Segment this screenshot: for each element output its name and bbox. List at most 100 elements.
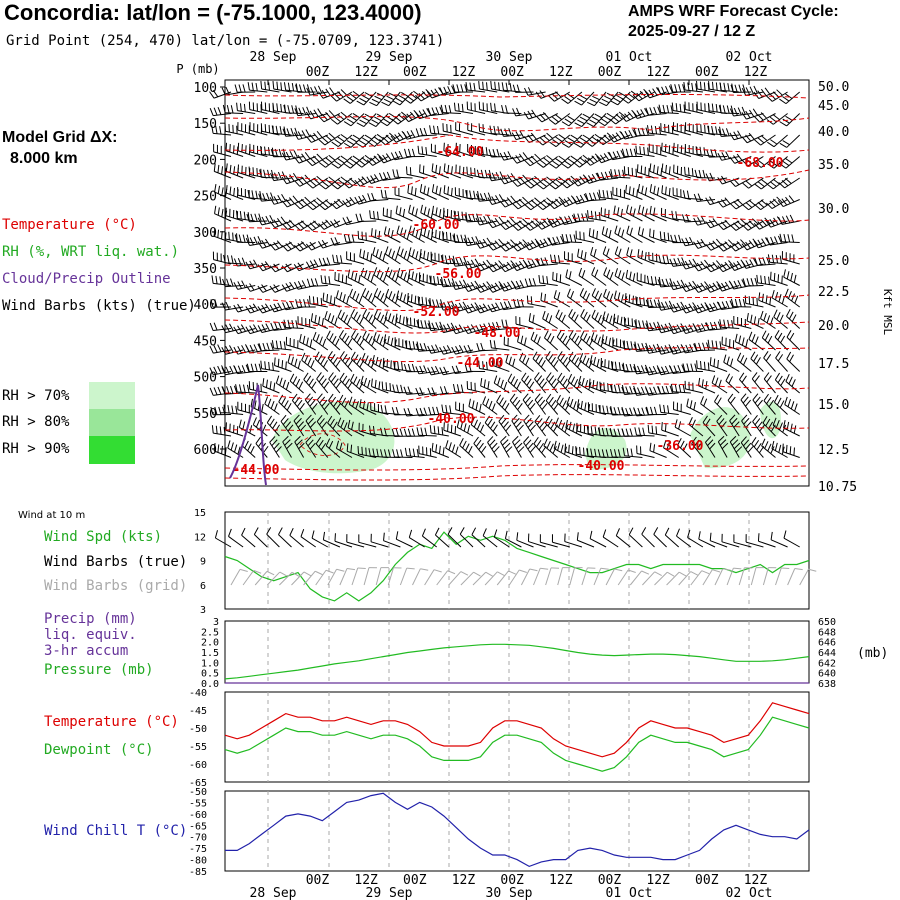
upper-wind-barb bbox=[568, 330, 583, 351]
upper-wind-barb bbox=[257, 284, 280, 293]
upper-wind-barb bbox=[445, 440, 462, 458]
upper-wind-barb bbox=[275, 375, 292, 394]
sfc-wind-barb-true bbox=[709, 532, 728, 548]
upper-wind-barb bbox=[320, 275, 340, 286]
upper-wind-barb bbox=[729, 198, 752, 210]
wind-chill-tick-label: -75 bbox=[189, 844, 207, 855]
sfc-wind-barb-true bbox=[459, 527, 474, 548]
wind-speed-tick-label: 3 bbox=[200, 605, 206, 616]
upper-wind-barb bbox=[419, 164, 437, 179]
sfc-wind-barb-grid bbox=[496, 570, 516, 586]
upper-wind-barb bbox=[330, 89, 353, 102]
upper-wind-barb bbox=[773, 309, 788, 329]
upper-wind-barb bbox=[779, 134, 801, 148]
upper-wind-barb bbox=[565, 269, 583, 286]
upper-wind-barb bbox=[360, 375, 377, 394]
upper-wind-barb bbox=[235, 210, 256, 222]
upper-wind-barb bbox=[637, 226, 655, 243]
pressure-tick-label: 300 bbox=[194, 226, 217, 241]
upper-wind-barb bbox=[278, 394, 292, 415]
upper-wind-barb bbox=[223, 404, 244, 415]
pressure-right-tick-label: 648 bbox=[818, 627, 836, 638]
upper-wind-barb bbox=[741, 414, 752, 437]
upper-wind-barb bbox=[482, 396, 498, 415]
upper-wind-barb bbox=[696, 80, 716, 93]
upper-wind-barb bbox=[330, 237, 353, 246]
upper-wind-barb bbox=[524, 87, 546, 96]
precip-pressure-panel-frame bbox=[224, 620, 810, 684]
upper-wind-barb bbox=[211, 425, 232, 437]
temperature-contour bbox=[224, 116, 810, 132]
sfc-wind-barb-true bbox=[539, 534, 558, 548]
upper-wind-barb bbox=[553, 440, 571, 458]
upper-wind-barb bbox=[645, 106, 667, 116]
upper-wind-barb bbox=[429, 425, 449, 437]
upper-wind-barb bbox=[779, 91, 801, 105]
upper-wind-barb bbox=[621, 428, 643, 437]
upper-wind-barb bbox=[566, 288, 583, 308]
upper-wind-barb bbox=[465, 82, 486, 93]
upper-wind-barb bbox=[430, 143, 449, 157]
sfc-wind-barb-grid bbox=[581, 567, 596, 586]
upper-wind-barb bbox=[247, 82, 268, 93]
upper-wind-barb bbox=[774, 372, 788, 394]
sfc-wind-barb-true bbox=[628, 527, 643, 548]
pressure-axis-label: P (mb) bbox=[176, 62, 219, 76]
sfc-temperature-line bbox=[224, 702, 810, 758]
sfc-wind-barb-grid bbox=[254, 570, 275, 586]
upper-wind-barb bbox=[222, 104, 244, 114]
height-tick-label: 35.0 bbox=[818, 158, 849, 173]
upper-wind-barb bbox=[453, 210, 474, 222]
wind-speed-tick-label: 15 bbox=[194, 508, 206, 519]
wind-chill-tick-label: -60 bbox=[189, 810, 207, 821]
sfc-wind-barb-grid bbox=[399, 567, 415, 586]
upper-wind-barb bbox=[360, 267, 377, 286]
upper-wind-barb bbox=[291, 393, 305, 415]
upper-wind-barb bbox=[511, 174, 534, 187]
upper-wind-barb bbox=[693, 281, 716, 293]
upper-wind-barb bbox=[601, 226, 619, 243]
upper-wind-barb bbox=[556, 394, 571, 415]
upper-wind-barb bbox=[754, 156, 776, 168]
upper-wind-barb bbox=[767, 156, 788, 169]
sfc-wind-barb-true bbox=[383, 532, 401, 548]
temperature-contour bbox=[224, 254, 810, 273]
upper-wind-barb bbox=[335, 290, 353, 308]
temperature-contour-label: -60.00 bbox=[413, 218, 460, 233]
upper-wind-barb bbox=[578, 375, 595, 394]
upper-wind-barb bbox=[590, 247, 607, 265]
upper-wind-barb bbox=[741, 132, 764, 144]
upper-wind-barb bbox=[408, 225, 425, 243]
temperature-tick-label: -40 bbox=[189, 688, 207, 699]
upper-wind-barb bbox=[677, 437, 692, 458]
upper-wind-barb bbox=[754, 177, 776, 190]
upper-wind-barb bbox=[637, 249, 655, 265]
sfc-wind-barb-grid bbox=[460, 571, 481, 586]
upper-wind-barb bbox=[324, 311, 341, 329]
sfc-wind-barb-grid bbox=[545, 567, 560, 586]
bottom-time-tick-label: 00Z bbox=[306, 873, 330, 888]
upper-wind-barb bbox=[614, 225, 631, 243]
upper-wind-barb bbox=[763, 351, 776, 372]
upper-wind-barb bbox=[522, 393, 536, 415]
wind-chill-tick-label: -55 bbox=[189, 798, 207, 809]
upper-wind-barb bbox=[373, 332, 389, 351]
bottom-time-tick-label: 12Z bbox=[646, 873, 670, 888]
upper-wind-barb bbox=[564, 251, 583, 265]
wind-speed-tick-label: 9 bbox=[200, 557, 206, 568]
upper-wind-barb bbox=[245, 303, 268, 314]
upper-wind-barb bbox=[779, 156, 801, 169]
wind-chill-tick-label: -70 bbox=[189, 833, 207, 844]
upper-wind-barb bbox=[429, 275, 449, 286]
upper-wind-barb bbox=[774, 329, 788, 351]
upper-wind-barb bbox=[420, 204, 437, 222]
upper-wind-barb bbox=[698, 377, 716, 394]
upper-wind-barb bbox=[408, 204, 425, 222]
upper-wind-barb bbox=[325, 438, 341, 458]
legend-wind-chill: Wind Chill T (°C) bbox=[44, 823, 188, 839]
upper-wind-barb bbox=[634, 427, 655, 437]
upper-wind-barb bbox=[473, 436, 487, 458]
upper-wind-barb bbox=[536, 197, 558, 211]
upper-wind-barb bbox=[766, 235, 788, 246]
height-tick-label: 20.0 bbox=[818, 319, 849, 334]
